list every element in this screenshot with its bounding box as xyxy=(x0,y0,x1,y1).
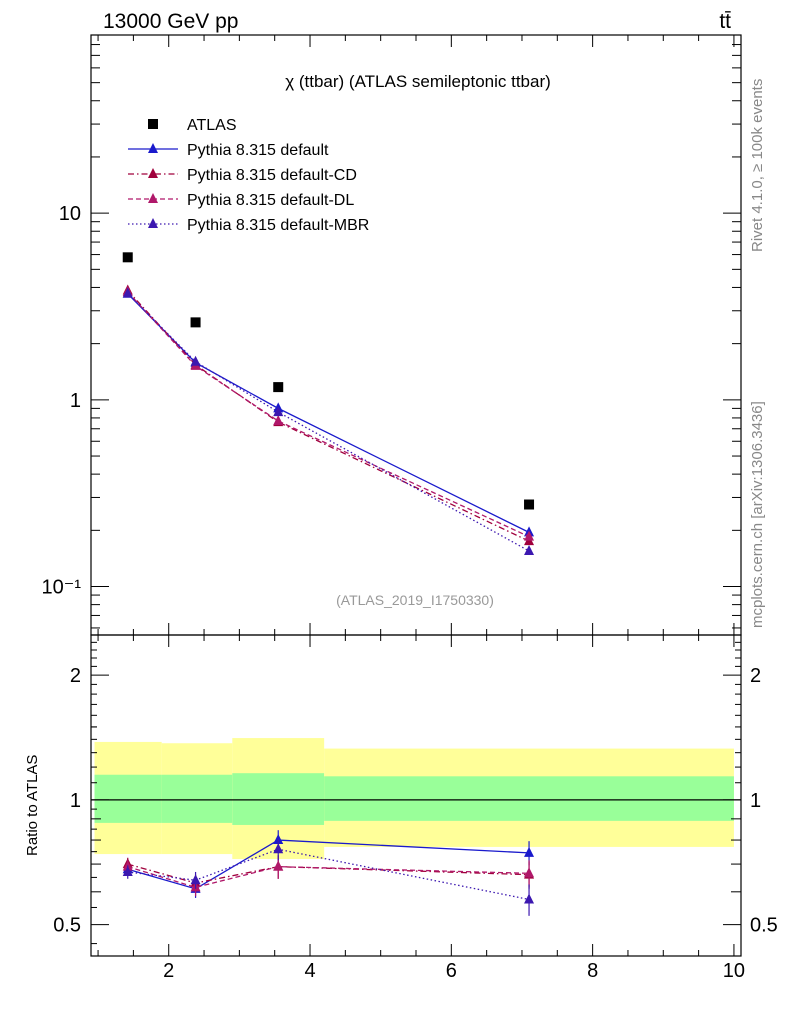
x-tick-label: 2 xyxy=(163,960,174,982)
legend-label-2: Pythia 8.315 default-CD xyxy=(187,167,357,184)
energy-label: 13000 GeV pp xyxy=(103,10,238,33)
ratio-line-2 xyxy=(127,866,530,889)
process-label: tt̄ xyxy=(719,10,731,33)
legend-marker-2 xyxy=(148,168,158,178)
ratio-y-tick-label-left: 0.5 xyxy=(53,915,81,937)
ratio-y-tick-label-right: 2 xyxy=(750,665,761,687)
ratio-y-tick-label-right: 0.5 xyxy=(750,915,778,937)
mc-marker-3 xyxy=(273,415,284,426)
x-tick-label: 10 xyxy=(723,960,745,982)
ratio-y-tick-label-left: 1 xyxy=(70,790,81,812)
ratio-marker-3 xyxy=(122,865,133,876)
atlas-data-point xyxy=(190,317,201,328)
ratio-band-inner xyxy=(324,776,734,821)
ratio-uncertainty-bands xyxy=(91,738,741,860)
plot-title: χ (ttbar) (ATLAS semileptonic ttbar) xyxy=(285,72,551,91)
ratio-marker-2 xyxy=(524,867,535,878)
mc-marker-4 xyxy=(190,355,201,366)
legend-atlas-marker xyxy=(148,119,158,129)
series-line-1 xyxy=(127,293,530,533)
legend-label-4: Pythia 8.315 default-MBR xyxy=(187,217,369,234)
ratio-line-1 xyxy=(127,863,530,884)
ratio-series-group xyxy=(122,830,535,916)
series-line-3 xyxy=(127,291,530,538)
ratio-frame xyxy=(90,634,742,957)
ratio-panel: 2 2 1 1 0.5 0.5 2 4 6 8 10 Ratio to ATLAS xyxy=(24,634,778,982)
atlas-data-point xyxy=(273,382,284,393)
y-tick-label: 1 xyxy=(70,390,81,412)
ratio-y-tick-label-left: 2 xyxy=(70,665,81,687)
ratio-marker-3 xyxy=(190,874,201,885)
analysis-label: (ATLAS_2019_I1750330) xyxy=(336,592,494,608)
x-tick-label: 6 xyxy=(446,960,457,982)
rivet-version-label: Rivet 4.1.0, ≥ 100k events xyxy=(749,79,766,252)
series-line-2 xyxy=(127,290,530,542)
legend-marker-1 xyxy=(148,143,158,153)
x-tick-label: 4 xyxy=(304,960,315,982)
ratio-y-tick-label-right: 1 xyxy=(750,790,761,812)
y-tick-label: 10⁻¹ xyxy=(42,577,82,599)
legend-label-0: ATLAS xyxy=(187,117,237,134)
mcplots-credit-label: mcplots.cern.ch [arXiv:1306.3436] xyxy=(749,401,766,628)
x-tick-label: 8 xyxy=(587,960,598,982)
series-line-4 xyxy=(127,292,530,552)
ratio-marker-3 xyxy=(273,843,284,854)
legend-label-1: Pythia 8.315 default xyxy=(187,142,329,159)
ratio-band-inner xyxy=(161,774,233,823)
ratio-marker-2 xyxy=(273,860,284,871)
mc-marker-4 xyxy=(524,544,535,555)
ratio-marker-0 xyxy=(524,846,535,857)
ratio-band-inner xyxy=(94,774,162,823)
ratio-line-3 xyxy=(127,848,530,901)
ratio-band-inner xyxy=(232,773,325,825)
atlas-data-point xyxy=(122,252,133,263)
ratio-axis-ticks xyxy=(91,634,741,956)
ratio-y-axis-label: Ratio to ATLAS xyxy=(24,755,41,856)
mc-marker-3 xyxy=(524,530,535,541)
main-y-tick-labels: 10 1 10⁻¹ xyxy=(42,203,82,598)
legend-label-3: Pythia 8.315 default-DL xyxy=(187,192,354,209)
legend-marker-3 xyxy=(148,193,158,203)
mc-marker-4 xyxy=(273,406,284,417)
ratio-marker-3 xyxy=(524,893,535,904)
y-tick-label: 10 xyxy=(59,203,81,225)
legend-marker-4 xyxy=(148,218,158,228)
main-panel: 10 1 10⁻¹ χ (ttbar) (ATLAS semileptonic tt… xyxy=(42,34,742,636)
mc-marker-4 xyxy=(122,287,133,298)
main-series-group xyxy=(122,252,535,555)
ratio-tick-labels: 2 2 1 1 0.5 0.5 2 4 6 8 10 xyxy=(53,665,778,982)
atlas-data-point xyxy=(524,499,535,510)
legend: ATLAS Pythia 8.315 default Pythia 8.315 de… xyxy=(128,117,369,234)
